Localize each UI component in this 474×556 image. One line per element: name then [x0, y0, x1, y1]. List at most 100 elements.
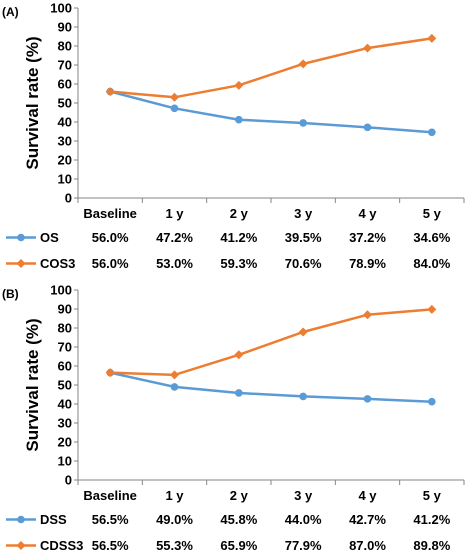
data-label: 49.0%	[156, 512, 193, 527]
chart-panel-a: (A) Survival rate (%) 0 10 20 30 40 50 60 70 80 90 1…	[0, 0, 474, 274]
panel-label: (B)	[2, 287, 19, 301]
y-tick-label: 80	[58, 39, 72, 54]
data-point-dss	[428, 397, 436, 406]
data-point-dss	[299, 392, 307, 401]
data-label: 70.6%	[285, 256, 322, 271]
y-tick-label: 10	[58, 172, 72, 187]
x-tick-label: 3 y	[294, 488, 313, 503]
data-point-cos3	[363, 43, 372, 53]
data-point-dss	[170, 383, 179, 391]
data-label: 41.2%	[413, 512, 450, 527]
x-tick-label: 2 y	[230, 206, 249, 221]
data-point-cos3	[105, 87, 115, 97]
data-label: 65.9%	[220, 538, 257, 553]
series-line-cdss3	[110, 308, 432, 377]
data-label: 89.8%	[413, 538, 450, 553]
series-line-os	[109, 90, 432, 134]
data-label: 53.0%	[156, 256, 193, 271]
legend-label-cdss3: CDSS3	[40, 538, 83, 553]
y-tick-label: 30	[58, 416, 72, 431]
y-tick-label: 100	[50, 283, 72, 298]
chart-b-svg: (B) Survival rate (%) 0 10 20 30 40 50 60 70 80 90 1…	[2, 283, 465, 553]
data-label: 34.6%	[413, 230, 450, 245]
data-label: 41.2%	[220, 230, 257, 245]
y-axis-title: Survival rate (%)	[23, 36, 42, 169]
data-label: 44.0%	[285, 512, 322, 527]
y-tick-label: 10	[58, 454, 72, 469]
data-label: 56.0%	[92, 230, 129, 245]
x-tick-label: 2 y	[230, 488, 249, 503]
data-point-cos3	[234, 80, 244, 90]
x-tick-label: Baseline	[83, 206, 136, 221]
data-label: 59.3%	[220, 256, 257, 271]
data-label: 84.0%	[413, 256, 450, 271]
x-tick-label: Baseline	[83, 488, 136, 503]
data-label: 47.2%	[156, 230, 193, 245]
legend-marker-cdss3	[16, 541, 26, 550]
data-label: 55.3%	[156, 538, 193, 553]
y-tick-label: 40	[58, 397, 72, 412]
data-label: 39.5%	[285, 230, 322, 245]
data-point-cos3	[170, 92, 179, 102]
y-axis-title: Survival rate (%)	[23, 318, 42, 451]
data-point-os	[235, 115, 243, 124]
data-point-cdss3	[363, 310, 372, 320]
y-tick-label: 90	[58, 302, 72, 317]
data-label: 77.9%	[285, 538, 322, 553]
y-tick-label: 60	[58, 77, 72, 92]
y-tick-label: 50	[58, 378, 72, 393]
data-point-os	[170, 104, 179, 113]
data-point-cos3	[298, 59, 308, 69]
chart-a-svg: (A) Survival rate (%) 0 10 20 30 40 50 60 70 80 90 1…	[2, 1, 465, 271]
data-point-os	[299, 119, 307, 127]
data-point-cdss3	[170, 370, 179, 380]
legend-label-cos3: COS3	[40, 256, 75, 271]
data-point-os	[428, 128, 436, 137]
legend-marker-cos3	[16, 259, 26, 268]
y-tick-label: 90	[58, 20, 72, 35]
data-label: 56.5%	[92, 538, 129, 553]
y-tick-label: 0	[65, 473, 72, 488]
x-tick-label: 3 y	[294, 206, 313, 221]
x-tick-label: 1 y	[165, 206, 184, 221]
y-tick-label: 100	[50, 1, 72, 16]
legend-marker-dss	[17, 515, 25, 524]
y-tick-label: 70	[58, 58, 72, 73]
data-point-cdss3	[105, 368, 115, 378]
x-tick-label: 5 y	[423, 206, 442, 221]
y-tick-label: 40	[58, 115, 72, 130]
data-label: 56.0%	[92, 256, 129, 271]
data-label: 87.0%	[349, 538, 386, 553]
y-tick-label: 60	[58, 359, 72, 374]
legend-label-os: OS	[40, 230, 59, 245]
data-point-dss	[363, 395, 372, 403]
data-label: 45.8%	[220, 512, 257, 527]
data-label: 37.2%	[349, 230, 386, 245]
data-point-cdss3	[298, 327, 308, 337]
data-point-cos3	[427, 33, 437, 43]
data-point-os	[363, 123, 372, 132]
y-tick-label: 80	[58, 321, 72, 336]
y-tick-label: 50	[58, 96, 72, 111]
chart-panel-b: (B) Survival rate (%) 0 10 20 30 40 50 60 70 80 90 1…	[0, 282, 474, 556]
x-tick-label: 5 y	[423, 488, 442, 503]
data-point-cdss3	[427, 304, 437, 314]
series-line-cos3	[110, 37, 433, 99]
series-line-dss	[109, 371, 432, 403]
data-label: 56.5%	[92, 512, 129, 527]
x-tick-label: 4 y	[358, 206, 377, 221]
x-tick-label: 1 y	[165, 488, 184, 503]
data-point-cdss3	[234, 350, 244, 360]
y-tick-label: 20	[58, 153, 72, 168]
x-tick-label: 4 y	[358, 488, 377, 503]
legend-marker-os	[17, 233, 25, 242]
y-tick-label: 0	[65, 191, 72, 206]
data-label: 78.9%	[349, 256, 386, 271]
y-tick-label: 70	[58, 340, 72, 355]
legend-label-dss: DSS	[40, 512, 67, 527]
data-point-dss	[235, 389, 243, 397]
y-tick-label: 20	[58, 435, 72, 450]
panel-label: (A)	[2, 5, 19, 19]
data-label: 42.7%	[349, 512, 386, 527]
y-tick-label: 30	[58, 134, 72, 149]
